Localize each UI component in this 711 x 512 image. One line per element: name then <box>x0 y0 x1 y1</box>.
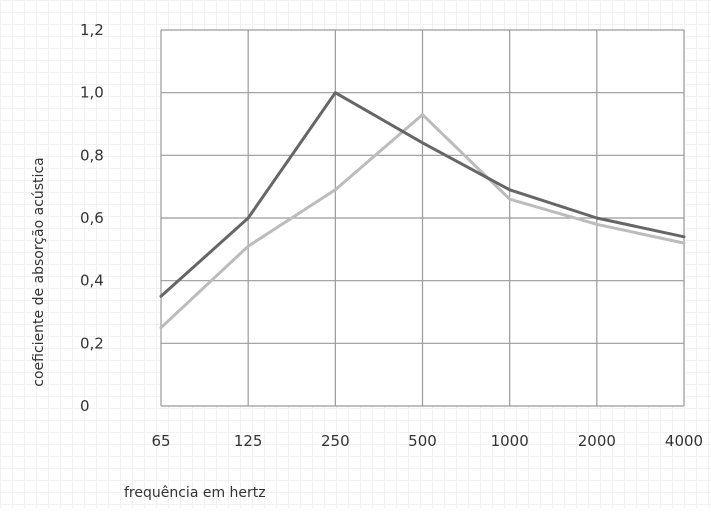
x-tick-label: 250 <box>321 432 350 450</box>
x-tick-label: 125 <box>234 432 263 450</box>
x-axis-title: frequência em hertz <box>124 485 266 501</box>
x-tick-labels: 65 125 250 500 1000 2000 4000 <box>151 432 703 450</box>
x-tick-label: 4000 <box>665 432 703 450</box>
x-tick-label: 500 <box>408 432 437 450</box>
y-tick-label: 1,0 <box>80 84 104 102</box>
y-tick-labels: 0 0,2 0,4 0,6 0,8 1,0 1,2 <box>80 21 104 415</box>
series-line-1 <box>159 91 686 298</box>
y-tick-label: 0 <box>80 397 90 415</box>
x-tick-label: 65 <box>151 432 170 450</box>
y-tick-label: 0,2 <box>80 334 104 352</box>
x-tick-label: 2000 <box>578 432 616 450</box>
grid <box>160 29 685 407</box>
y-tick-label: 0,4 <box>80 272 104 290</box>
y-axis-title: coeficiente de absorção acústica <box>31 157 47 386</box>
x-tick-label: 1000 <box>491 432 529 450</box>
y-tick-label: 0,8 <box>80 146 104 164</box>
series-line-2 <box>159 113 686 330</box>
y-tick-label: 0,6 <box>80 209 104 227</box>
y-tick-label: 1,2 <box>80 21 104 39</box>
series-lines <box>159 91 686 330</box>
